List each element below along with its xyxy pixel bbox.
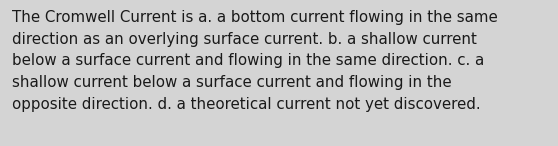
Text: The Cromwell Current is a. a bottom current flowing in the same
direction as an : The Cromwell Current is a. a bottom curr…	[12, 10, 498, 112]
